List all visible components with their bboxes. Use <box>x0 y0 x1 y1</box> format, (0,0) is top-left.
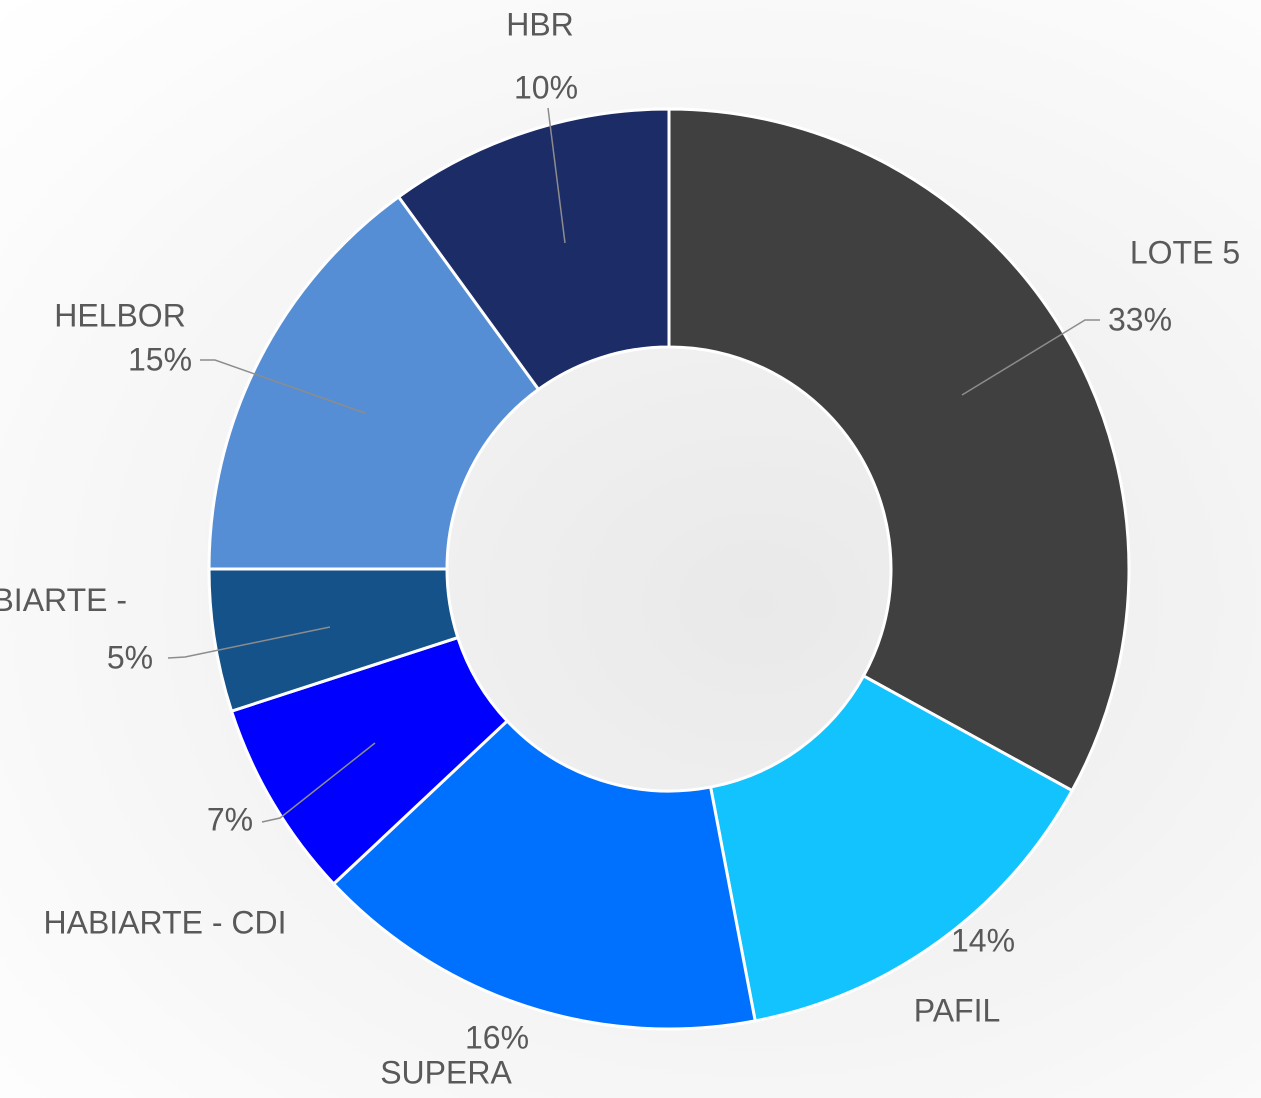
category-label: HELBOR <box>54 297 186 333</box>
category-label: PAFIL <box>914 992 1001 1028</box>
category-label: HABIARTE - CDI <box>44 904 287 940</box>
leader-line <box>547 107 566 244</box>
category-label: HABIARTE - CA <box>0 582 127 618</box>
category-label: LOTE 5 <box>1130 234 1240 270</box>
value-label: 33% <box>1108 301 1172 337</box>
category-label: SUPERA <box>380 1054 512 1090</box>
leader-line <box>961 319 1100 396</box>
category-label: HBR <box>506 6 574 42</box>
donut-slice <box>207 194 541 571</box>
value-label: 5% <box>107 639 153 675</box>
donut-slice <box>708 673 1075 1023</box>
leader-line <box>261 742 376 823</box>
value-label: 10% <box>514 69 578 105</box>
donut-slice <box>331 718 757 1031</box>
donut-slice <box>396 107 671 392</box>
value-label: 7% <box>207 801 253 837</box>
value-label: 14% <box>951 922 1015 958</box>
donut-slice <box>667 107 1131 793</box>
leader-line <box>167 626 331 659</box>
value-label: 15% <box>128 341 192 377</box>
value-label: 16% <box>465 1019 529 1055</box>
leader-line <box>200 359 366 414</box>
